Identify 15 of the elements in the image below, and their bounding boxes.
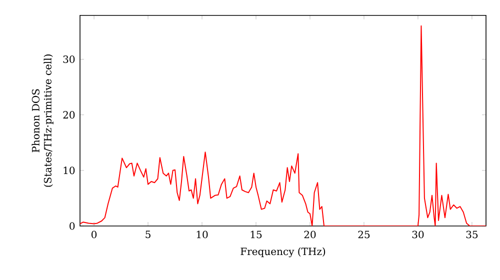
y-axis-title: Phonon DOS (States/THz·primitive cell) (32, 54, 54, 187)
x-tick-label: 35 (466, 230, 478, 238)
y-tick-label: 30 (63, 55, 75, 64)
x-tick-label: 10 (196, 230, 208, 238)
x-tick-label: 20 (304, 230, 316, 238)
line-series (80, 25, 486, 226)
x-tick-label: 0 (92, 230, 97, 238)
y-tick-label: 20 (63, 111, 75, 119)
x-tick-label: 15 (250, 230, 262, 238)
x-tick-label: 5 (146, 230, 150, 238)
y-tick-label: 0 (70, 222, 75, 230)
x-tick-label: 30 (412, 230, 424, 238)
x-axis-title: Frequency (THz) (240, 247, 326, 258)
y-tick-label: 10 (64, 166, 75, 174)
x-tick-label: 25 (358, 230, 370, 238)
